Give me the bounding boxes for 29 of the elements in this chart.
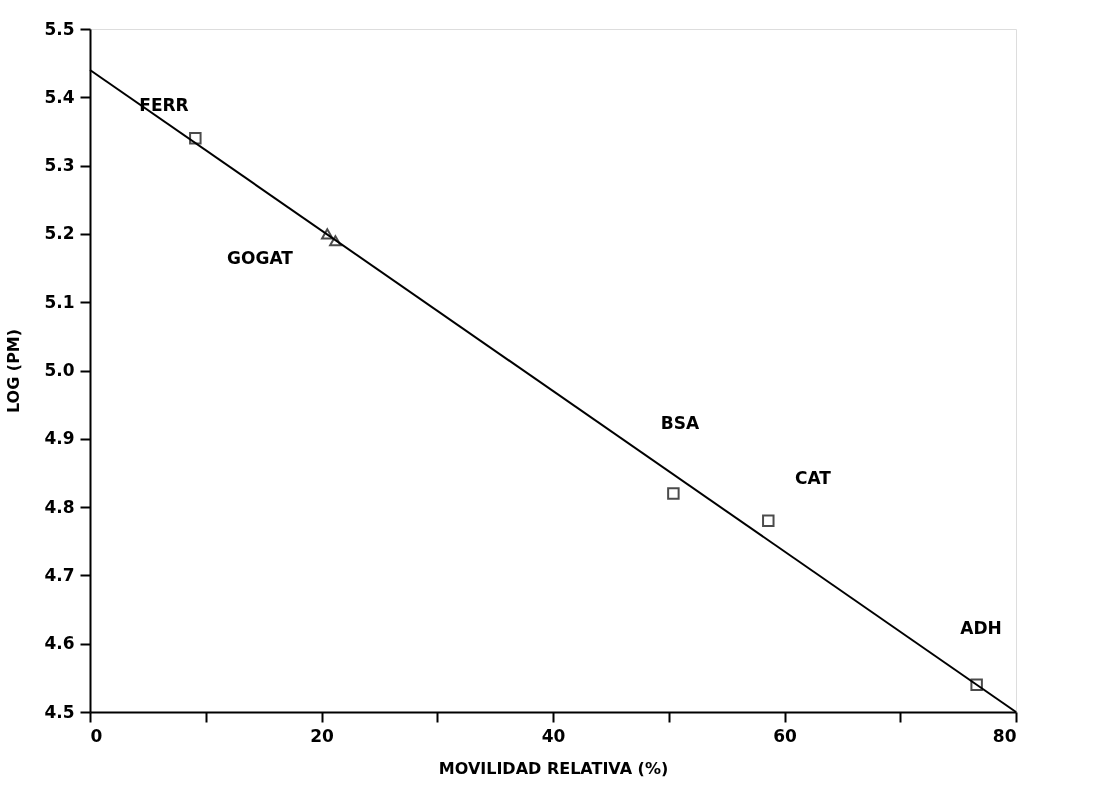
x-tick-label: 20 bbox=[310, 725, 334, 746]
y-tick-label: 4.6 bbox=[44, 633, 75, 654]
y-tick-label: 5.1 bbox=[44, 291, 75, 312]
x-tick-label: 80 bbox=[992, 725, 1017, 746]
x-axis-title: MOVILIDAD RELATIVA (%) bbox=[438, 758, 669, 778]
y-tick-label: 5.4 bbox=[44, 86, 75, 107]
point bbox=[970, 678, 983, 691]
y-tick-label: 4.9 bbox=[44, 428, 75, 449]
x-tick-label: 0 bbox=[90, 725, 103, 746]
point bbox=[189, 132, 202, 145]
annotation: CAT bbox=[795, 468, 832, 488]
point bbox=[762, 514, 775, 527]
point bbox=[321, 228, 334, 240]
y-tick-label: 4.7 bbox=[44, 564, 75, 585]
point bbox=[667, 487, 680, 500]
annotation: FERR bbox=[139, 95, 189, 115]
annotation: GOGAT bbox=[227, 248, 294, 268]
y-axis-title: LOG (PM) bbox=[4, 328, 24, 414]
x-tick-label: 60 bbox=[773, 725, 797, 746]
y-tick-label: 4.8 bbox=[44, 496, 75, 517]
annotation: BSA bbox=[660, 413, 701, 433]
annotation: ADH bbox=[960, 618, 1002, 638]
y-tick-label: 5.5 bbox=[44, 18, 75, 39]
y-tick-label: 4.5 bbox=[44, 701, 75, 722]
x-tick-label: 40 bbox=[541, 725, 566, 746]
y-tick-label: 5.3 bbox=[44, 155, 75, 176]
y-tick-label: 5.0 bbox=[44, 360, 75, 380]
point bbox=[329, 235, 342, 247]
y-tick-label: 5.2 bbox=[44, 223, 75, 244]
